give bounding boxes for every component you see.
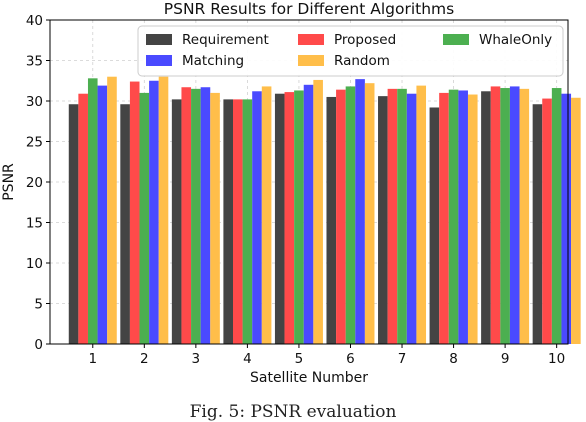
bar-proposed-sat-9 [490,86,501,345]
x-axis-ticks: 1 2 3 4 5 6 7 8 9 10 [88,344,565,367]
bar-random-sat-7 [416,85,427,345]
x-tick-label: 9 [501,351,510,367]
x-tick-label: 2 [140,351,149,367]
chart-title: PSNR Results for Different Algorithms [164,0,454,18]
bar-proposed-sat-2 [129,81,140,344]
y-tick-label: 35 [26,54,43,70]
bar-proposed-sat-8 [439,92,449,345]
bar-requirement-sat-10 [532,104,543,345]
legend-label-requirement: Requirement [182,32,269,48]
bar-whaleonly-sat-8 [448,89,459,344]
bar-whaleonly-sat-10 [551,88,562,344]
x-tick-label: 1 [88,351,97,367]
bar-whaleonly-sat-9 [500,88,510,344]
bar-random-sat-1 [107,76,117,344]
bar-random-sat-3 [210,92,220,345]
legend-label-proposed: Proposed [334,32,396,48]
bar-proposed-sat-3 [181,87,192,344]
y-tick-label: 30 [26,94,43,110]
x-tick-label: 6 [346,351,355,367]
y-tick-label: 15 [26,216,43,232]
y-tick-label: 5 [34,297,43,313]
bar-proposed-sat-5 [284,92,295,344]
bar-matching-sat-2 [149,80,159,344]
bar-matching-sat-7 [406,93,417,345]
bar-random-sat-4 [261,86,272,345]
y-tick-label: 25 [26,135,43,151]
bar-matching-sat-10 [561,93,572,345]
bar-requirement-sat-9 [481,91,491,344]
bar-matching-sat-5 [303,84,314,345]
bar-whaleonly-sat-6 [345,86,356,345]
bar-whaleonly-sat-1 [87,78,98,344]
psnr-bar-chart: PSNR Results for Different Algorithms 0 5… [1,0,581,386]
x-tick-label: 5 [295,351,304,367]
legend-swatch-random [298,55,324,66]
legend: Requirement Proposed WhaleOnly Matching Rand… [137,25,564,77]
bars-group [68,76,581,345]
legend-label-matching: Matching [182,53,244,69]
bar-requirement-sat-6 [326,96,337,344]
x-axis-label: Satellite Number [250,370,368,386]
bar-whaleonly-sat-7 [397,88,407,344]
legend-label-whaleonly: WhaleOnly [479,32,552,48]
y-tick-label: 0 [34,337,43,353]
legend-label-random: Random [334,53,390,69]
bar-proposed-sat-4 [232,99,243,344]
x-tick-label: 3 [192,351,201,367]
bar-requirement-sat-7 [378,96,388,344]
bar-requirement-sat-8 [429,107,440,344]
legend-swatch-proposed [298,34,324,45]
bar-random-sat-5 [313,79,323,344]
bar-matching-sat-6 [355,79,365,344]
bar-requirement-sat-4 [223,99,233,344]
bar-random-sat-2 [158,76,169,344]
y-axis-label: PSNR [1,163,17,201]
bar-whaleonly-sat-3 [191,88,201,344]
x-tick-label: 10 [548,351,565,367]
x-tick-label: 8 [449,351,458,367]
y-tick-label: 10 [26,256,43,272]
figure-caption: Fig. 5: PSNR evaluation [189,402,397,422]
legend-swatch-requirement [146,34,172,45]
bar-requirement-sat-2 [120,104,130,345]
y-axis-ticks: 0 5 10 15 20 25 30 35 40 [26,13,50,353]
x-tick-label: 4 [243,351,252,367]
bar-matching-sat-1 [97,85,108,345]
bar-requirement-sat-3 [171,99,182,344]
bar-proposed-sat-10 [542,98,552,344]
bar-proposed-sat-7 [387,88,398,344]
bar-random-sat-6 [364,83,375,345]
y-tick-label: 20 [26,175,43,191]
bar-random-sat-10 [571,97,581,344]
legend-swatch-matching [146,55,172,66]
bar-requirement-sat-5 [274,93,285,345]
y-tick-label: 40 [26,13,43,29]
bar-proposed-sat-1 [78,93,88,345]
bar-matching-sat-8 [458,90,468,344]
bar-requirement-sat-1 [68,104,79,345]
x-tick-label: 7 [398,351,407,367]
bar-proposed-sat-6 [336,89,346,344]
bar-matching-sat-9 [509,86,520,345]
bar-random-sat-9 [519,88,530,344]
bar-matching-sat-4 [252,91,262,344]
bar-random-sat-8 [467,94,478,345]
bar-matching-sat-3 [200,87,211,344]
bar-whaleonly-sat-5 [294,90,304,344]
bar-whaleonly-sat-4 [242,99,253,344]
legend-swatch-whaleonly [443,34,469,45]
bar-whaleonly-sat-2 [139,92,150,345]
